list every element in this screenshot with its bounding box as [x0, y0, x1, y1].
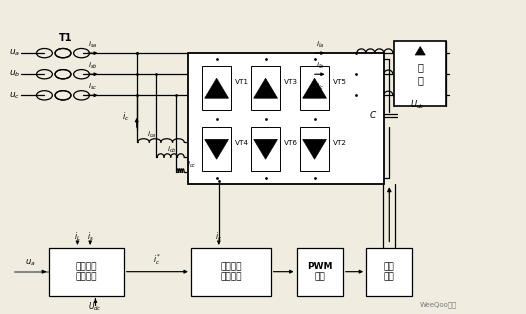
Text: $u_a$: $u_a$ — [25, 258, 35, 268]
Text: $i_{lb}$: $i_{lb}$ — [316, 61, 324, 71]
Text: $u_c$: $u_c$ — [9, 90, 20, 100]
Text: 负: 负 — [417, 62, 423, 72]
Text: $i_{cc}$: $i_{cc}$ — [187, 160, 196, 170]
Polygon shape — [205, 78, 228, 98]
Bar — [300, 127, 329, 171]
Bar — [202, 66, 231, 110]
Text: $i_c^*$: $i_c^*$ — [153, 252, 161, 267]
Bar — [202, 127, 231, 171]
Polygon shape — [254, 78, 278, 98]
Text: $U_{dc}$: $U_{dc}$ — [410, 98, 425, 111]
Bar — [366, 247, 412, 296]
Text: $i_{sc}$: $i_{sc}$ — [88, 82, 97, 92]
Text: $i_{la}$: $i_{la}$ — [316, 40, 324, 50]
Text: $i_c$: $i_c$ — [122, 110, 129, 123]
Text: 载: 载 — [417, 75, 423, 85]
Bar — [191, 247, 271, 296]
Bar — [251, 127, 280, 171]
Text: $i_L$: $i_L$ — [74, 231, 81, 243]
Text: $u_a$: $u_a$ — [9, 48, 20, 58]
Text: $i_{lc}$: $i_{lc}$ — [316, 82, 324, 92]
Bar — [188, 53, 384, 184]
Text: $i_c$: $i_c$ — [215, 231, 222, 243]
Text: VT4: VT4 — [235, 140, 249, 146]
Text: C: C — [369, 111, 376, 120]
Text: $u_b$: $u_b$ — [9, 69, 21, 79]
Text: $i_{ca}$: $i_{ca}$ — [147, 129, 157, 140]
Text: $i_{cb}$: $i_{cb}$ — [167, 144, 177, 155]
Polygon shape — [302, 139, 327, 159]
Polygon shape — [205, 139, 228, 159]
Text: VT2: VT2 — [333, 140, 347, 146]
Text: $i_{sa}$: $i_{sa}$ — [88, 40, 98, 50]
Bar — [300, 66, 329, 110]
Text: PWM
信号: PWM 信号 — [307, 262, 332, 281]
Text: T1: T1 — [59, 33, 72, 43]
Text: 指令电流
运算电路: 指令电流 运算电路 — [76, 262, 97, 281]
Text: VT5: VT5 — [333, 78, 347, 84]
Text: WeeQoo维库: WeeQoo维库 — [420, 301, 457, 307]
Text: $U_{dc}$: $U_{dc}$ — [88, 300, 103, 313]
Bar — [49, 247, 124, 296]
Bar — [251, 66, 280, 110]
Polygon shape — [254, 139, 277, 159]
Text: $i_s$: $i_s$ — [87, 231, 94, 243]
Polygon shape — [415, 46, 426, 55]
Polygon shape — [302, 78, 327, 98]
Bar — [394, 41, 446, 106]
Text: VT1: VT1 — [235, 78, 249, 84]
Text: $i_{sb}$: $i_{sb}$ — [88, 61, 98, 71]
Text: 电流跟踪
控制电路: 电流跟踪 控制电路 — [220, 262, 241, 281]
Text: VT3: VT3 — [284, 78, 298, 84]
Text: VT6: VT6 — [284, 140, 298, 146]
Bar — [297, 247, 343, 296]
Text: 驱动
电路: 驱动 电路 — [384, 262, 394, 281]
